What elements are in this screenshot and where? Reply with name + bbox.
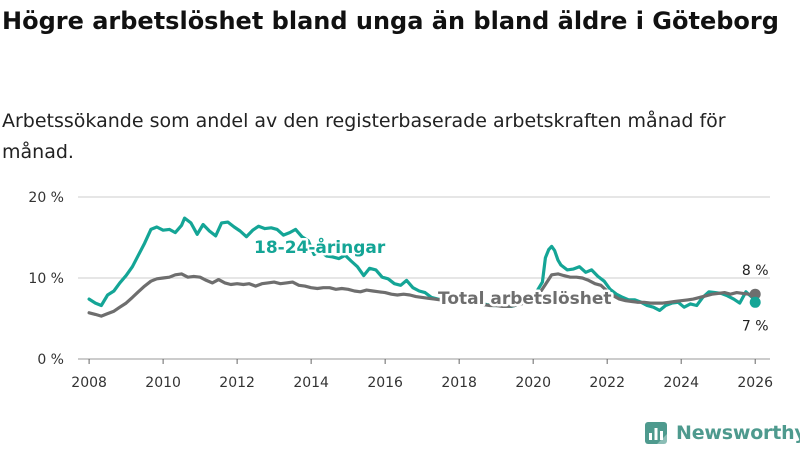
x-tick-label: 2014 [293,375,329,391]
y-tick-label: 0 % [37,352,64,368]
newsworthy-icon [645,422,667,444]
endpoint-total [749,288,761,300]
y-tick-label: 20 % [28,190,64,206]
x-tick-label: 2022 [589,375,625,391]
chart-subtitle: Arbetssökande som andel av den registerb… [2,110,726,163]
x-tick-label: 2024 [663,375,699,391]
series-line-total-arbetsloshet [87,272,757,318]
brand-name: Newsworthy [676,422,800,444]
x-tick-label: 2018 [441,375,477,391]
x-tick-label: 2016 [367,375,403,391]
endpoint-18-24 [749,296,761,308]
series-label-18-24-aringar: 18-24-åringar [254,236,386,258]
y-tick-label: 10 % [28,271,64,287]
chart-title: Högre arbetslöshet bland unga än bland ä… [2,7,779,35]
line-chart: 0 % 10 % 20 % 2008 2010 2012 2014 2016 2018 2020 2… [28,190,773,391]
series-label-total-arbetsloshet: Total arbetslöshet [438,289,612,309]
x-tick-label: 2008 [71,375,107,391]
end-label-18-24: 7 % [742,318,769,334]
x-tick-label: 2020 [515,375,551,391]
x-tick-label: 2012 [219,375,255,391]
newsworthy-logo: Newsworthy [644,421,800,445]
x-tick-label: 2010 [145,375,181,391]
x-tick-label: 2026 [737,375,773,391]
end-label-total: 8 % [742,263,769,279]
